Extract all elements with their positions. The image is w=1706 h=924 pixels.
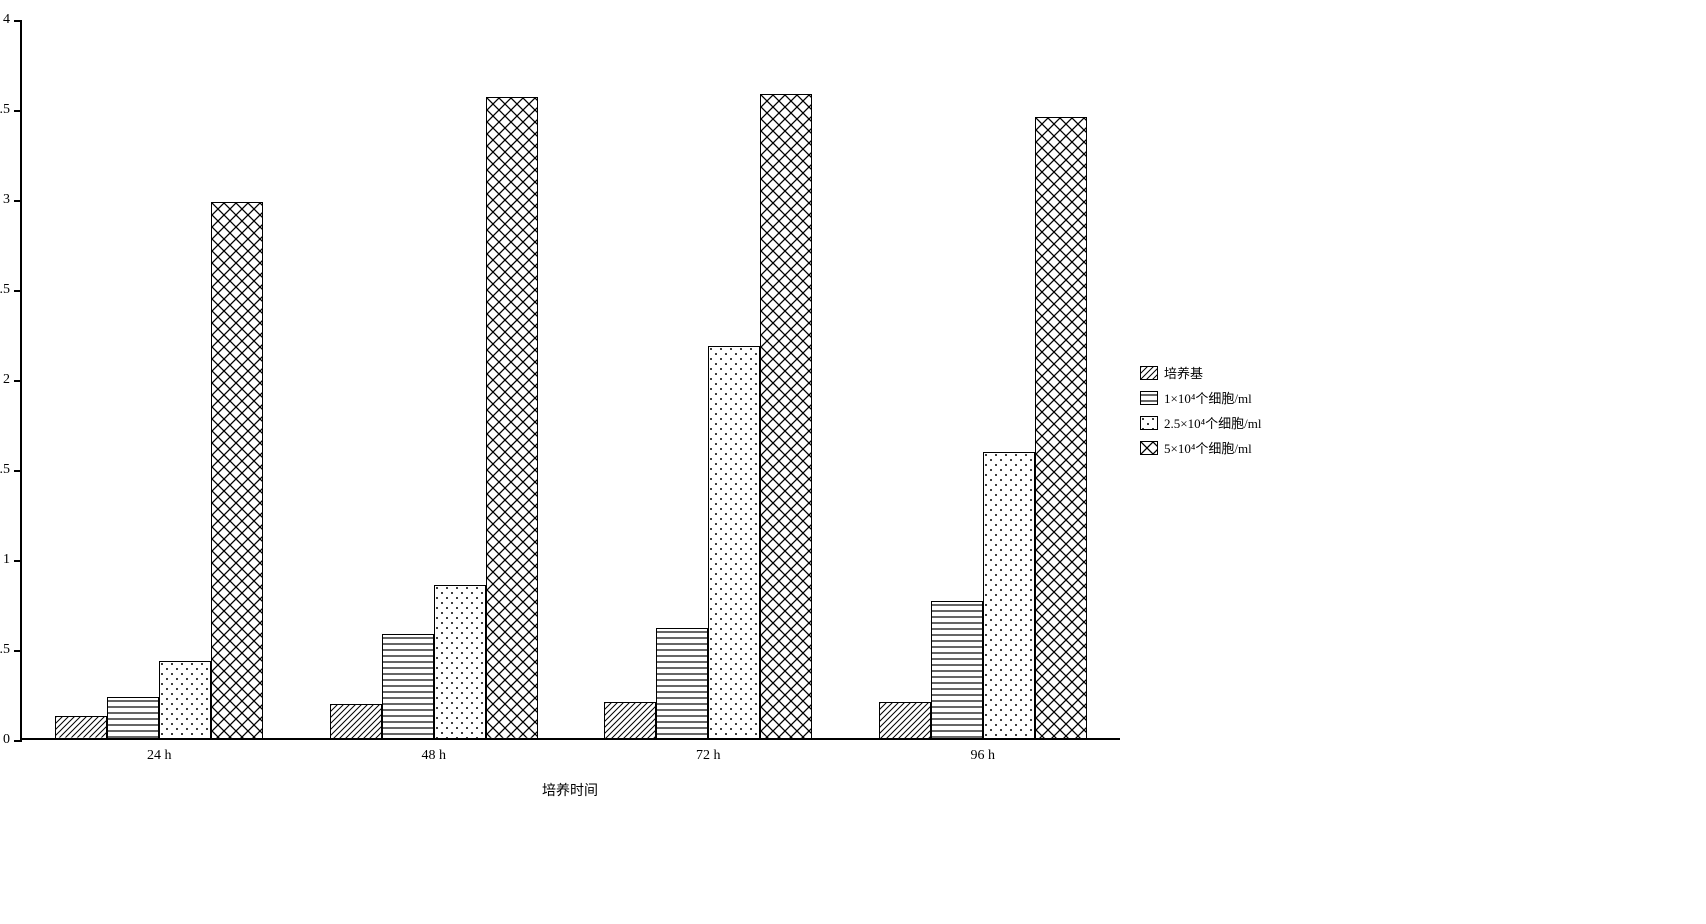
legend-item: 培养基	[1140, 363, 1261, 382]
bar	[107, 697, 159, 738]
x-tick-label: 96 h	[971, 738, 996, 764]
legend-label: 5×10⁴个细胞/ml	[1164, 438, 1252, 457]
y-tick-label: 0.5	[0, 642, 22, 658]
legend-swatch	[1140, 416, 1158, 430]
y-tick-label: 2	[3, 372, 22, 388]
bar	[211, 202, 263, 738]
bar-group: 96 h	[846, 20, 1121, 738]
legend: 培养基 1×10⁴个细胞/ml 2.5×10⁴个细胞/ml 5×10⁴个细胞/ml	[1140, 363, 1261, 457]
bar	[604, 702, 656, 738]
y-tick-label: 0	[3, 732, 22, 748]
legend-label: 培养基	[1164, 363, 1203, 382]
bar	[879, 702, 931, 738]
legend-swatch	[1140, 391, 1158, 405]
y-tick-label: 1.5	[0, 462, 22, 478]
legend-label: 2.5×10⁴个细胞/ml	[1164, 413, 1261, 432]
legend-item: 5×10⁴个细胞/ml	[1140, 438, 1261, 457]
bar-groups: 24 h48 h72 h96 h	[22, 20, 1120, 738]
bar	[382, 634, 434, 738]
bar	[760, 94, 812, 738]
legend-item: 1×10⁴个细胞/ml	[1140, 388, 1261, 407]
bar	[931, 601, 983, 738]
axes: 24 h48 h72 h96 h 00.511.522.533.54	[20, 20, 1120, 740]
bar	[486, 97, 538, 738]
bar	[55, 716, 107, 738]
bar	[656, 628, 708, 738]
y-tick-label: 3.5	[0, 102, 22, 118]
y-tick-label: 1	[3, 552, 22, 568]
bar	[434, 585, 486, 738]
y-tick-label: 2.5	[0, 282, 22, 298]
x-tick-label: 24 h	[147, 738, 172, 764]
x-tick-label: 48 h	[422, 738, 447, 764]
y-tick-label: 4	[3, 12, 22, 28]
x-tick-label: 72 h	[696, 738, 721, 764]
bar-group: 24 h	[22, 20, 297, 738]
bar-group: 72 h	[571, 20, 846, 738]
x-axis-label: 培养时间	[20, 780, 1120, 800]
legend-label: 1×10⁴个细胞/ml	[1164, 388, 1252, 407]
legend-item: 2.5×10⁴个细胞/ml	[1140, 413, 1261, 432]
y-tick-label: 3	[3, 192, 22, 208]
bar	[708, 346, 760, 738]
bar	[1035, 117, 1087, 738]
legend-swatch	[1140, 441, 1158, 455]
legend-swatch	[1140, 366, 1158, 380]
bar-group: 48 h	[297, 20, 572, 738]
chart-container: OD (450 nm) 24 h48 h72 h96 h 00.511.522.…	[20, 20, 1686, 800]
bar	[330, 704, 382, 738]
plot-area: OD (450 nm) 24 h48 h72 h96 h 00.511.522.…	[20, 20, 1120, 800]
bar	[159, 661, 211, 738]
bar	[983, 452, 1035, 738]
